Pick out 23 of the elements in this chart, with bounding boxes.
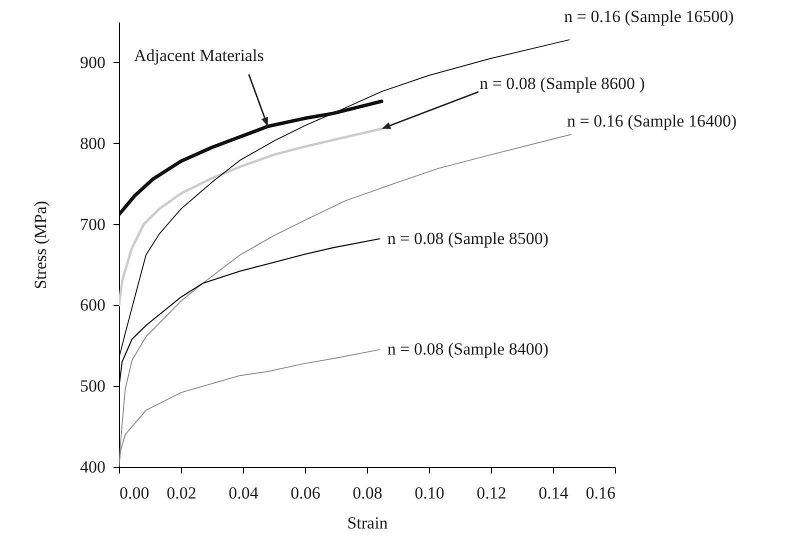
series-label: n = 0.16 (Sample 16500)	[564, 6, 734, 26]
x-tick-label: 0.00	[120, 484, 150, 502]
y-tick-label: 700	[80, 214, 106, 234]
y-tick-label: 800	[80, 134, 106, 153]
series-label: n = 0.16 (Sample 16400)	[566, 111, 737, 130]
x-tick-label: 0.06	[290, 484, 320, 502]
y-axis-title: Stress (MPa)	[31, 200, 50, 290]
y-tick-label: 600	[80, 296, 106, 315]
x-axis-title: Strain	[347, 514, 388, 532]
y-tick-label: 900	[80, 52, 106, 72]
annotation: Adjacent Materials	[134, 46, 264, 65]
x-tick-label: 0.08	[352, 484, 382, 502]
x-tick-label: 0.16	[586, 484, 616, 502]
x-tick-label: 0.02	[166, 484, 196, 502]
series-label: n = 0.08 (Sample 8400)	[387, 340, 549, 359]
y-tick-label: 500	[80, 376, 106, 396]
x-tick-label: 0.10	[414, 484, 444, 502]
x-tick-label: 0.04	[228, 484, 259, 502]
y-tick-label: 400	[80, 458, 106, 476]
x-tick-label: 0.14	[538, 484, 569, 502]
annotation: n = 0.08 (Sample 8600 )	[480, 74, 645, 93]
x-tick-label: 0.12	[476, 484, 506, 502]
series-label: n = 0.08 (Sample 8500)	[387, 228, 549, 248]
